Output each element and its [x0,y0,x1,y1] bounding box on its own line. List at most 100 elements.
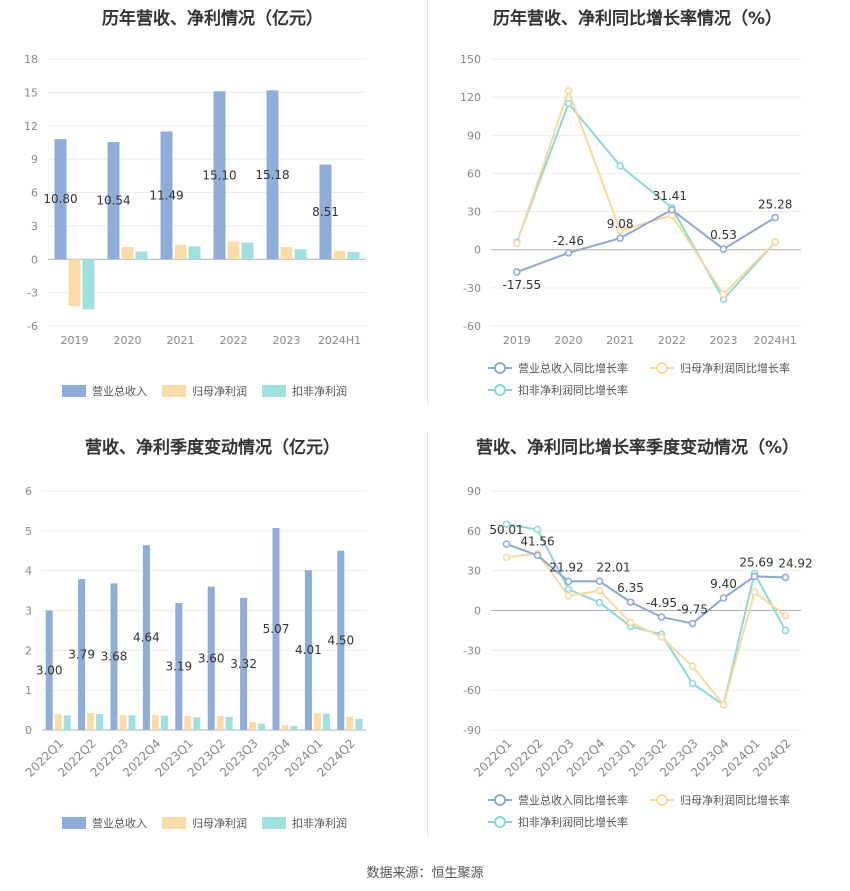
x-tick-label: 2022 [658,334,686,347]
x-tick-label: 2021 [606,334,634,347]
bar-net-profit [54,714,62,730]
y-tick-label: 2 [25,644,32,657]
legend-swatch [262,817,286,829]
y-tick-label: -90 [463,724,481,737]
data-label: 15.10 [202,168,236,182]
bar-revenue [266,90,279,260]
panel-divider-bottom [427,432,428,837]
series-point [595,586,604,595]
legend-swatch [62,817,86,829]
bar-deducted-profit [63,715,71,730]
bar-net-profit [281,725,289,730]
series-point [616,226,624,235]
series-point [781,612,790,620]
data-label: 10.54 [96,194,130,208]
y-tick-label: 3 [25,605,32,618]
bar-net-profit [227,241,240,260]
data-label: 0.53 [710,228,737,242]
series-line [506,552,787,707]
series-point [688,662,697,671]
x-tick-label: 2020 [114,334,142,347]
bar-net-profit [68,259,81,306]
chart-title: 历年营收、净利同比增长率情况（%） [492,9,783,29]
bar-net-profit [119,715,127,730]
series-point [626,618,635,627]
series-point [616,234,624,242]
data-label: 24.92 [778,556,812,570]
series-point [502,520,511,528]
quarterly-growth-panel: 营收、净利同比增长率季度变动情况（%） 90 60 30 0 -30 -60 -90 50.0… [425,425,850,855]
bar-net-profit [151,714,159,730]
data-label: 8.51 [312,205,339,219]
bar-deducted-profit [82,259,95,310]
quarterly-revenue-profit-panel: 营收、净利季度变动情况（亿元） 6 5 4 3 2 1 0 3.00 3.79 3.68 4.64 3… [0,425,425,855]
data-label: 11.49 [149,188,183,202]
bar-deducted-profit [294,249,307,260]
y-tick-label: 90 [467,129,481,142]
data-label: 50.01 [489,523,523,537]
data-label: 4.64 [133,631,160,645]
series-point [781,626,790,635]
x-tick-label: 2024H1 [318,334,361,347]
series-point [750,588,759,596]
y-tick-label: 150 [460,53,481,66]
series-point [616,162,624,170]
chart-title: 历年营收、净利情况（亿元） [102,9,323,29]
y-tick-label: 4 [25,565,32,578]
bar-revenue [45,610,53,730]
x-tick-label: 2020 [555,334,583,347]
bar-revenue [272,528,280,730]
legend-label: 归母净利润同比增长率 [680,361,790,375]
y-tick-label: -30 [463,282,481,295]
y-tick-label: 120 [460,91,481,104]
series-point [564,592,573,600]
y-tick-label: 1 [25,684,32,697]
bar-revenue [54,139,67,260]
series-point [719,245,728,253]
y-tick-label: -60 [463,320,481,333]
bar-revenue [207,586,215,730]
legend-marker [494,816,506,828]
legend-label: 归母净利润 [192,816,247,830]
annual-growth-panel: 历年营收、净利同比增长率情况（%） 150 120 90 60 30 0 -30 -60 -17… [425,0,850,415]
series-point [688,619,697,628]
bar-deducted-profit [135,251,148,260]
series-line [506,523,787,707]
data-label: 15.18 [255,168,289,182]
legend-swatch [62,385,86,397]
data-label: 3.79 [68,648,95,662]
series-point [595,598,604,607]
series-point [595,577,604,586]
series-point [719,290,728,298]
legend-label: 营业总收入 [92,816,147,830]
data-label: 3.32 [230,657,257,671]
y-tick-label: 0 [474,244,481,257]
bar-deducted-profit [193,717,201,730]
series-point [564,99,573,108]
legend-label: 归母净利润同比增长率 [680,793,790,807]
legend-label: 营业总收入同比增长率 [518,361,628,375]
legend-label: 扣非净利润同比增长率 [518,383,628,397]
y-tick-label: -6 [27,320,38,333]
series-point [719,594,728,602]
series-point [688,679,697,688]
data-label: -2.46 [553,234,584,248]
series-point [564,585,573,594]
bar-net-profit [280,247,293,260]
data-label: 25.69 [739,555,773,569]
y-tick-label: 30 [467,206,481,219]
bar-net-profit [184,716,192,730]
series-point [533,525,542,534]
chart-title: 营收、净利季度变动情况（亿元） [85,438,340,458]
x-tick-label: 2024H1 [754,334,797,347]
legend-marker [656,794,668,806]
data-label: 10.80 [43,192,77,206]
bar-deducted-profit [347,252,360,260]
series-point [750,572,759,581]
y-tick-label: 0 [31,253,38,266]
series-point [502,540,511,548]
data-label: -17.55 [502,278,541,292]
bar-net-profit [174,244,187,260]
x-tick-label: 2021 [167,334,195,347]
y-tick-label: 6 [25,485,32,498]
